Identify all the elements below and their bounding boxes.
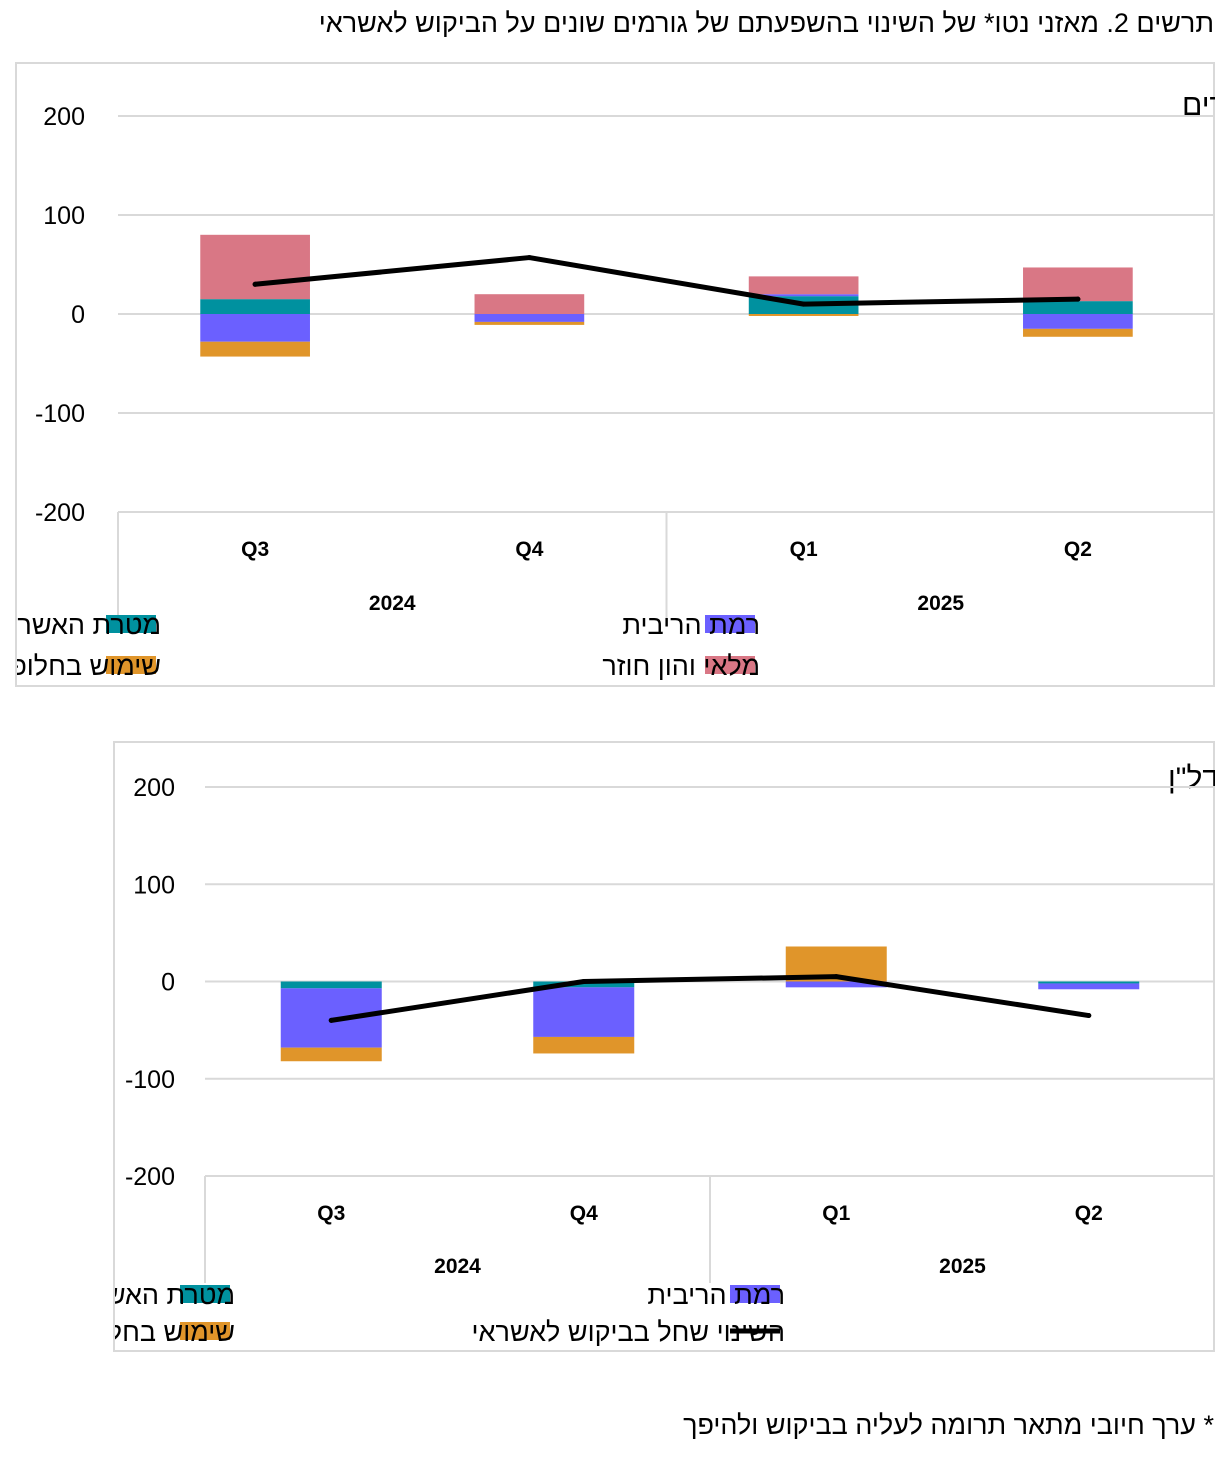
bar-segment (533, 1036, 635, 1054)
bar-segment (200, 341, 310, 357)
legend-swatch (180, 1285, 230, 1303)
line-point (328, 1017, 334, 1023)
line-point (526, 255, 532, 261)
line-point (1086, 1013, 1092, 1019)
bar-segment (748, 314, 859, 316)
y-tick-label: -200 (35, 499, 85, 527)
bar-segment (200, 234, 310, 300)
legend-label: השינוי שחל בביקוש לאשראי (472, 1317, 785, 1347)
year-label: 2024 (434, 1255, 481, 1278)
bar-segment (1023, 301, 1133, 314)
line-point (581, 979, 587, 984)
bar-segment (1023, 314, 1133, 329)
legend-swatch (106, 656, 156, 674)
x-tick-label: Q3 (241, 538, 269, 561)
bar-segment (748, 276, 859, 295)
y-tick-label: -100 (35, 400, 85, 428)
year-label: 2024 (369, 592, 416, 615)
chart-small-businesses: א. עסקים קטנים וזעירים 200 100 0 -100 -200 Q3 Q… (0, 89, 1232, 681)
bar-segment (280, 981, 382, 989)
legend-label: שימוש בחלופות מימון (17, 651, 161, 681)
legend-swatch (730, 1285, 780, 1303)
chart-panel-real-estate: ב. נדל"ן 200 100 0 -100 -200 Q3 Q4 Q1 Q2 2024 2025 מ… (0, 741, 1232, 1352)
line-point (1075, 296, 1081, 302)
year-label: 2025 (939, 1255, 986, 1278)
legend-swatch (705, 656, 755, 674)
net-change-line (328, 974, 1092, 1023)
net-change-line (252, 255, 1081, 307)
y-tick-label: -100 (125, 1066, 175, 1094)
y-tick-label: 100 (43, 202, 85, 230)
y-tick-label: 200 (133, 774, 175, 802)
y-tick-label: -200 (125, 1163, 175, 1191)
legend-label: רמת הריבית (647, 1280, 785, 1310)
x-tick-label: Q1 (790, 538, 818, 561)
chart-title: א. עסקים קטנים וזעירים (1182, 89, 1215, 122)
bar-segment (1023, 267, 1133, 302)
bar-segment (533, 987, 635, 1037)
y-tick-label: 200 (43, 103, 85, 131)
line-point (801, 301, 807, 307)
bar-segment (785, 981, 887, 988)
bar-segment (280, 1047, 382, 1062)
x-tick-label: Q2 (1064, 538, 1092, 561)
bar-segment (1038, 981, 1140, 984)
legend-swatch (180, 1322, 230, 1340)
bar-segment (474, 321, 585, 325)
bar-segment (474, 294, 585, 314)
legend-swatch (705, 615, 755, 633)
bar-segment (748, 294, 859, 297)
legend-label: רמת הריבית (622, 610, 760, 640)
year-label: 2025 (917, 592, 964, 615)
line-point (252, 281, 258, 287)
y-tick-label: 0 (71, 301, 85, 329)
legend-swatch (106, 615, 156, 633)
x-tick-label: Q3 (317, 1202, 345, 1225)
x-tick-label: Q4 (570, 1202, 598, 1225)
chart-title: ב. נדל"ן (1168, 762, 1215, 795)
legend-label: מטרת האשראי או המניע לאשראי (17, 610, 161, 640)
figure-title: תרשים 2. מאזני נטו* של השינוי בהשפעתם של… (318, 8, 1214, 38)
line-point (833, 974, 839, 980)
y-tick-label: 0 (161, 969, 175, 997)
bar-segment (533, 981, 635, 988)
x-tick-label: Q4 (515, 538, 543, 561)
x-tick-label: Q1 (822, 1202, 850, 1225)
legend-label: מטרת האשראי או המניע לאשראי (115, 1280, 235, 1310)
y-tick-label: 100 (133, 871, 175, 899)
legend-label: מלאי והון חוזר (602, 651, 760, 681)
bar-segment (1038, 983, 1140, 990)
chart-panel-small-businesses: א. עסקים קטנים וזעירים 200 100 0 -100 -200 Q3 Q… (0, 62, 1232, 687)
bar-segment (200, 314, 310, 342)
bar-segment (200, 299, 310, 314)
bar-segment (474, 314, 585, 322)
chart-real-estate: ב. נדל"ן 200 100 0 -100 -200 Q3 Q4 Q1 Q2 2024 2025 מ… (0, 762, 1232, 1347)
bar-segment (1023, 328, 1133, 337)
footnote: * ערך חיובי מתאר תרומה לעליה בביקוש ולהי… (683, 1410, 1214, 1440)
x-tick-label: Q2 (1075, 1202, 1103, 1225)
legend-label: שימוש בחלופות מימון (115, 1317, 235, 1347)
